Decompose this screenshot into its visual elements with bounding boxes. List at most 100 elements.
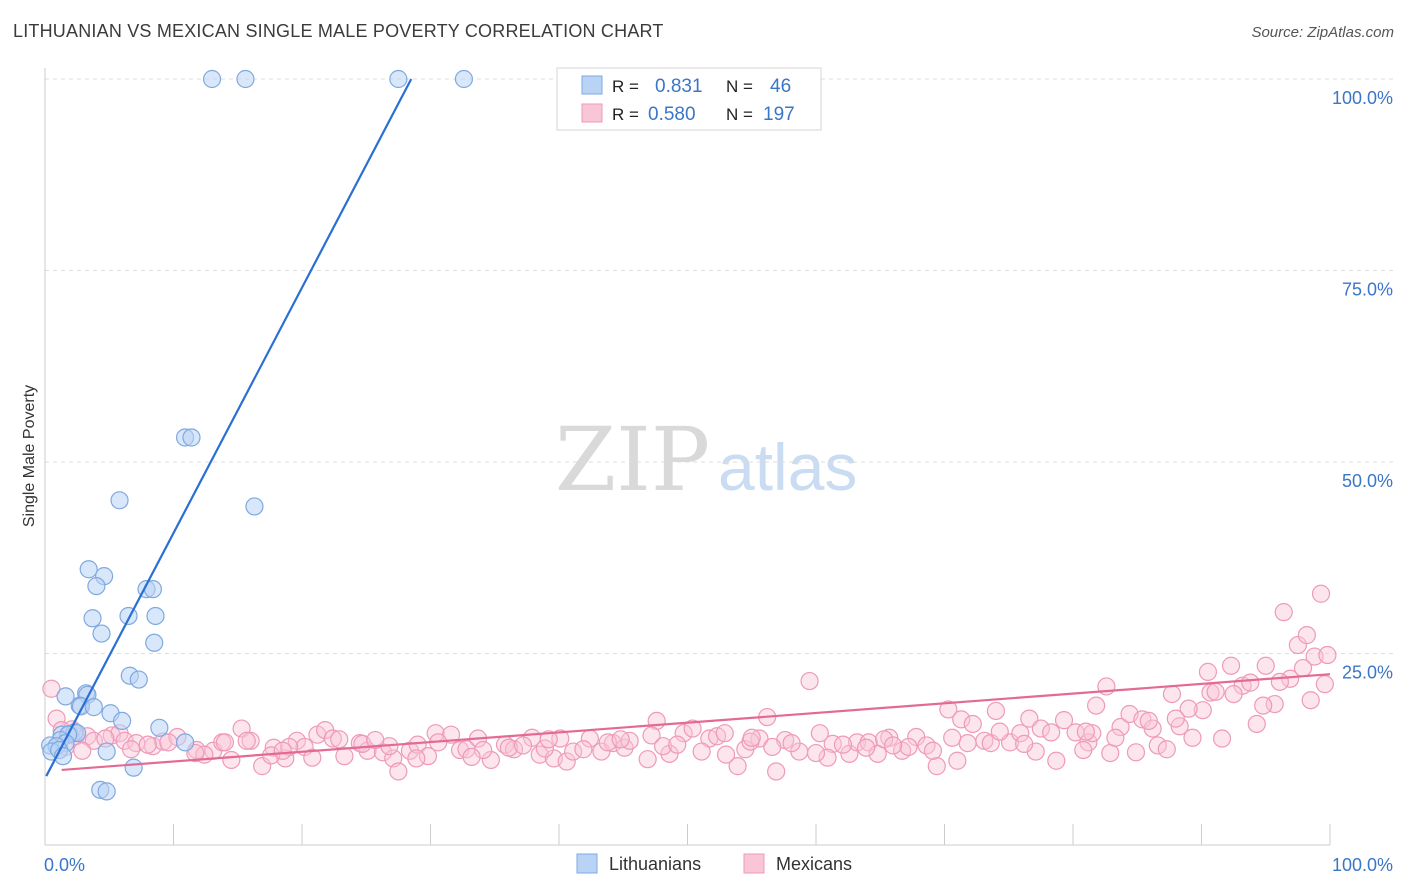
x-tick-label-1: 100.0% bbox=[1332, 855, 1393, 875]
gridlines bbox=[45, 78, 1393, 654]
lithuanians-trend-line bbox=[45, 78, 413, 777]
mexicans-point-160 bbox=[1179, 699, 1198, 718]
mexicans-point-100 bbox=[1193, 701, 1212, 720]
mexicans-point-114 bbox=[73, 741, 92, 760]
mexicans-point-103 bbox=[1221, 656, 1241, 675]
lithuanians-point-41 bbox=[97, 742, 116, 761]
mexicans-point-83 bbox=[986, 701, 1006, 721]
mexicans-point-181 bbox=[948, 751, 967, 770]
y-tick-label-1: 50.0% bbox=[1342, 471, 1393, 491]
lithuanians-point-19 bbox=[129, 670, 148, 689]
mexicans-point-85 bbox=[1020, 709, 1039, 728]
mexicans-point-159 bbox=[1157, 740, 1176, 759]
legend-swatch-lithuanians bbox=[581, 75, 603, 95]
y-axis-label: Single Male Poverty bbox=[21, 385, 38, 527]
mexicans-point-33 bbox=[389, 762, 408, 781]
mexicans-point-112 bbox=[1311, 584, 1331, 603]
mexicans-point-86 bbox=[1031, 719, 1050, 738]
mexicans-point-47 bbox=[557, 752, 576, 771]
lithuanians-point-5 bbox=[182, 428, 201, 447]
mexicans-point-174 bbox=[1224, 684, 1243, 704]
mexicans-point-173 bbox=[1198, 662, 1218, 681]
trend-lines bbox=[45, 78, 1331, 777]
mexicans-point-184 bbox=[806, 743, 826, 763]
mexicans-point-60 bbox=[728, 757, 747, 776]
mexicans-point-41 bbox=[481, 750, 500, 770]
mexicans-point-158 bbox=[1126, 743, 1146, 762]
mexicans-point-102 bbox=[1212, 729, 1232, 748]
lithuanians-points bbox=[41, 69, 474, 801]
mexicans-point-95 bbox=[1133, 710, 1152, 729]
mexicans-point-27 bbox=[323, 729, 342, 748]
mexicans-point-170 bbox=[1106, 728, 1125, 747]
mexicans-point-168 bbox=[1042, 723, 1061, 742]
mexicans-point-157 bbox=[1101, 743, 1120, 763]
mexicans-point-145 bbox=[782, 734, 801, 753]
mexicans-point-154 bbox=[1011, 724, 1030, 743]
mexicans-point-64 bbox=[767, 762, 786, 781]
mexicans-point-56 bbox=[674, 724, 693, 743]
bottom-legend-mexicans: Mexicans bbox=[776, 854, 852, 874]
legend-n-value-2: 197 bbox=[763, 104, 795, 125]
lithuanians-point-2 bbox=[389, 69, 408, 89]
mexicans-point-183 bbox=[883, 736, 903, 755]
lithuanians-point-45 bbox=[97, 782, 116, 801]
mexicans-point-116 bbox=[121, 740, 141, 759]
mexicans-point-96 bbox=[1148, 736, 1167, 755]
mexicans-point-19 bbox=[241, 731, 260, 750]
lithuanians-point-8 bbox=[79, 560, 98, 579]
mexicans-point-109 bbox=[1288, 635, 1307, 655]
lithuanians-point-28 bbox=[150, 718, 169, 737]
mexicans-point-130 bbox=[474, 740, 493, 760]
mexicans-point-108 bbox=[1274, 603, 1293, 622]
mexicans-point-180 bbox=[1076, 722, 1095, 741]
source-label: Source: ZipAtlas.com bbox=[1251, 24, 1394, 41]
mexicans-point-93 bbox=[1111, 717, 1130, 737]
bottom-legend: Lithuanians Mexicans bbox=[576, 853, 852, 874]
legend-r-value-2: 0.580 bbox=[648, 104, 696, 125]
mexicans-point-6 bbox=[84, 731, 103, 750]
mexicans-point-175 bbox=[1254, 696, 1273, 715]
lithuanians-point-6 bbox=[110, 491, 129, 510]
lithuanians-point-7 bbox=[245, 497, 264, 516]
mexicans-point-179 bbox=[1139, 711, 1158, 731]
mexicans-point-141 bbox=[692, 742, 711, 761]
mexicans-point-99 bbox=[1183, 728, 1202, 747]
mexicans-point-147 bbox=[833, 735, 853, 754]
bottom-legend-lithuanians: Lithuanians bbox=[609, 854, 701, 874]
watermark-zip: ZIP bbox=[555, 408, 710, 511]
x-tick-label-0: 0.0% bbox=[44, 855, 85, 875]
legend-box: R = 0.831 N = 46 R = 0.580 N = 197 bbox=[556, 67, 822, 131]
legend-r-label-2: R = bbox=[612, 105, 639, 124]
mexicans-point-169 bbox=[1083, 724, 1102, 743]
mexicans-point-117 bbox=[159, 733, 178, 752]
mexicans-point-132 bbox=[513, 736, 533, 755]
mexicans-point-57 bbox=[683, 719, 702, 738]
mexicans-point-69 bbox=[823, 734, 842, 753]
mexicans-point-123 bbox=[303, 748, 322, 767]
mexicans-point-190 bbox=[366, 730, 385, 750]
lithuanians-point-13 bbox=[83, 609, 102, 628]
mexicans-points bbox=[42, 584, 1337, 781]
mexicans-point-107 bbox=[1265, 694, 1284, 714]
watermark-atlas: atlas bbox=[718, 430, 857, 504]
bottom-legend-swatch-mexicans bbox=[743, 853, 765, 874]
mexicans-point-124 bbox=[330, 730, 349, 749]
legend-swatch-mexicans bbox=[581, 103, 603, 123]
mexicans-point-191 bbox=[273, 741, 292, 760]
mexicans-point-139 bbox=[653, 737, 673, 756]
mexicans-point-88 bbox=[1054, 711, 1074, 730]
lithuanians-point-27 bbox=[112, 711, 132, 731]
lithuanians-point-14 bbox=[119, 606, 138, 626]
mexicans-point-120 bbox=[237, 731, 256, 750]
mexicans-point-172 bbox=[1166, 709, 1185, 728]
mexicans-point-162 bbox=[1241, 673, 1260, 692]
lithuanians-point-16 bbox=[92, 624, 111, 643]
mexicans-point-165 bbox=[1318, 645, 1337, 665]
mexicans-point-151 bbox=[923, 741, 943, 760]
mexicans-point-67 bbox=[800, 671, 819, 691]
mexicans-point-182 bbox=[943, 728, 962, 747]
mexicans-point-17 bbox=[222, 750, 241, 770]
lithuanians-point-1 bbox=[236, 69, 255, 89]
